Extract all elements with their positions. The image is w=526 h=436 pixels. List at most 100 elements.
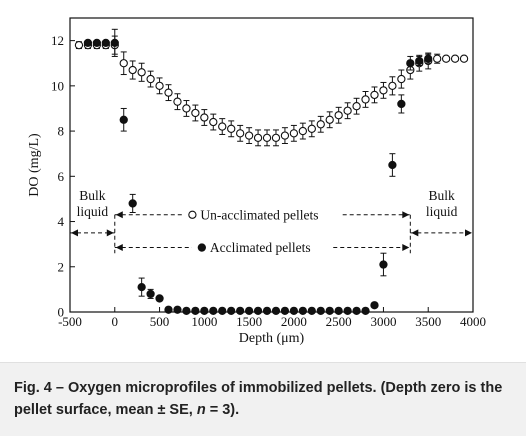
caption-suffix: = 3). bbox=[205, 402, 240, 418]
data-point-unacclimated bbox=[379, 86, 388, 95]
data-point-unacclimated bbox=[200, 113, 209, 122]
data-point-unacclimated bbox=[253, 133, 263, 143]
data-point-unacclimated bbox=[307, 124, 316, 133]
data-series bbox=[74, 28, 469, 316]
data-point-unacclimated bbox=[388, 81, 397, 90]
x-tick-label: -500 bbox=[58, 314, 82, 329]
data-point-acclimated bbox=[397, 99, 406, 109]
data-point-unacclimated bbox=[182, 104, 191, 113]
x-tick-label: 3500 bbox=[415, 314, 441, 329]
data-point-acclimated bbox=[164, 305, 173, 314]
data-point-acclimated bbox=[352, 306, 361, 316]
bulk-liquid-label-left: Bulk bbox=[79, 188, 106, 203]
data-point-acclimated bbox=[379, 260, 388, 269]
data-point-acclimated bbox=[137, 282, 146, 292]
bulk-right-arrowhead-right bbox=[465, 229, 472, 237]
legend-acclimated-arrowhead-left bbox=[115, 244, 123, 252]
data-point-unacclimated bbox=[236, 129, 245, 138]
legend-unacclimated-arrowhead-right bbox=[402, 211, 410, 219]
figure-caption: Fig. 4 – Oxygen microprofiles of immobil… bbox=[14, 377, 514, 421]
caption-text: Fig. 4 – Oxygen microprofiles of immobil… bbox=[14, 380, 503, 418]
data-point-unacclimated bbox=[334, 111, 343, 120]
data-point-unacclimated bbox=[262, 133, 272, 143]
data-point-unacclimated bbox=[397, 74, 406, 84]
data-point-unacclimated bbox=[209, 117, 218, 127]
x-tick-label: 500 bbox=[150, 314, 170, 329]
x-tick-label: 0 bbox=[112, 314, 119, 329]
data-point-unacclimated bbox=[325, 115, 334, 124]
data-point-unacclimated bbox=[361, 95, 370, 104]
bulk-liquid-label-right: Bulk bbox=[429, 188, 456, 203]
data-point-acclimated bbox=[361, 306, 370, 316]
x-axis-label: Depth (μm) bbox=[239, 331, 305, 346]
legend-unacclimated-label: Un-acclimated pellets bbox=[200, 207, 318, 222]
legend-acclimated-label: Acclimated pellets bbox=[210, 240, 311, 255]
series-unacclimated bbox=[74, 35, 469, 147]
data-point-acclimated bbox=[191, 306, 200, 316]
data-point-unacclimated bbox=[146, 74, 155, 84]
bulk-right-arrowhead-left bbox=[411, 229, 419, 237]
y-tick-label: 12 bbox=[51, 33, 64, 48]
y-tick-label: 10 bbox=[51, 78, 64, 93]
data-point-acclimated bbox=[271, 306, 281, 316]
data-point-acclimated bbox=[316, 306, 325, 316]
data-point-unacclimated bbox=[218, 122, 227, 131]
data-point-acclimated bbox=[370, 301, 379, 310]
bulk-liquid-label-left: liquid bbox=[77, 204, 109, 219]
x-tick-label: 1500 bbox=[236, 314, 262, 329]
data-point-unacclimated bbox=[164, 88, 173, 97]
data-point-unacclimated bbox=[137, 68, 146, 77]
data-point-unacclimated bbox=[271, 133, 281, 143]
x-tick-label: 1000 bbox=[191, 314, 217, 329]
data-point-acclimated bbox=[155, 294, 164, 303]
legend-acclimated-arrowhead-right bbox=[402, 244, 410, 252]
data-point-acclimated bbox=[146, 289, 155, 299]
data-point-acclimated bbox=[307, 306, 316, 316]
data-point-acclimated bbox=[280, 306, 290, 316]
bulk-left-arrowhead-right bbox=[106, 229, 114, 237]
data-point-unacclimated bbox=[280, 131, 290, 140]
legend-acclimated-marker bbox=[197, 243, 206, 252]
axis-ticks: -500 0 500 1000 1500 2000 2500 3000 3500 40000246… bbox=[51, 33, 486, 329]
bulk-liquid-label-right: liquid bbox=[426, 204, 458, 219]
y-tick-label: 8 bbox=[58, 124, 65, 139]
data-point-acclimated bbox=[236, 306, 245, 316]
data-point-unacclimated bbox=[227, 124, 236, 133]
data-point-acclimated bbox=[227, 306, 236, 316]
series-acclimated bbox=[83, 28, 433, 316]
y-tick-label: 2 bbox=[58, 259, 65, 274]
data-point-acclimated bbox=[424, 54, 433, 63]
data-point-acclimated bbox=[406, 59, 415, 68]
data-point-unacclimated bbox=[433, 54, 442, 63]
x-tick-label: 4000 bbox=[460, 314, 486, 329]
data-point-unacclimated bbox=[298, 126, 307, 136]
data-point-acclimated bbox=[253, 306, 263, 316]
plot-frame bbox=[69, 17, 474, 313]
data-point-acclimated bbox=[119, 115, 128, 124]
x-tick-label: 2500 bbox=[326, 314, 352, 329]
data-point-unacclimated bbox=[441, 54, 451, 63]
x-tick-label: 3000 bbox=[370, 314, 396, 329]
y-tick-label: 4 bbox=[58, 214, 65, 229]
data-point-unacclimated bbox=[155, 81, 164, 90]
legend-unacclimated-arrowhead-left bbox=[115, 211, 123, 219]
legend-unacclimated-marker bbox=[188, 210, 197, 219]
y-axis-label: DO (mg/L) bbox=[27, 133, 42, 197]
plot-border bbox=[69, 17, 474, 313]
x-tick-label: 2000 bbox=[281, 314, 307, 329]
data-point-unacclimated bbox=[74, 40, 84, 50]
data-point-unacclimated bbox=[119, 59, 128, 68]
data-point-acclimated bbox=[83, 38, 93, 48]
data-point-acclimated bbox=[325, 306, 334, 316]
data-point-unacclimated bbox=[244, 131, 254, 140]
data-point-acclimated bbox=[128, 199, 137, 208]
y-tick-label: 0 bbox=[58, 305, 65, 320]
data-point-acclimated bbox=[209, 306, 218, 316]
bulk-left-arrowhead-left bbox=[71, 229, 78, 237]
data-point-acclimated bbox=[110, 38, 119, 48]
data-point-acclimated bbox=[262, 306, 272, 316]
data-point-unacclimated bbox=[191, 108, 200, 118]
data-point-acclimated bbox=[92, 38, 102, 48]
data-point-unacclimated bbox=[343, 106, 352, 115]
